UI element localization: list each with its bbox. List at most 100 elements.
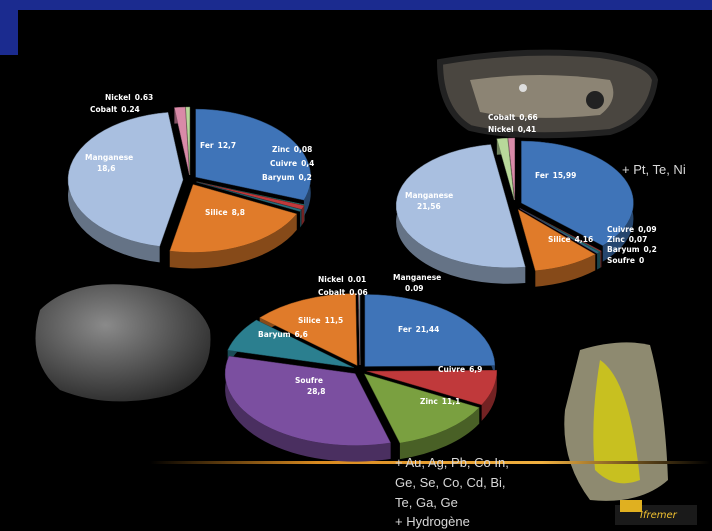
sulfide-image <box>593 360 640 484</box>
slice-name: Cobalt <box>318 288 346 297</box>
slice-label: Manganese 0.09 <box>393 273 441 293</box>
slice-value: 28,8 <box>307 387 326 396</box>
slice-label: Manganese 21,56 <box>405 191 453 211</box>
slice-name: Zinc <box>607 235 625 244</box>
slice-value: 0.06 <box>349 288 368 297</box>
slice-name: Cobalt <box>90 105 118 114</box>
slice <box>366 369 498 406</box>
border-top <box>0 0 712 10</box>
border-left <box>0 0 18 55</box>
slice-name: Manganese <box>85 153 133 162</box>
slice-label: Nickel 0,41 <box>488 125 536 134</box>
slice-name: Nickel <box>318 275 344 284</box>
slice-label: Cuivre 6,9 <box>438 365 482 374</box>
slice-side <box>169 213 297 269</box>
slice-value: 0,08 <box>294 145 313 154</box>
annotation: + Au, Ag, Pb, Co In, <box>395 455 509 470</box>
slice-label: Nickel 0.63 <box>105 93 153 102</box>
slice-side <box>301 205 305 226</box>
slice <box>496 137 515 201</box>
slice-name: Fer <box>398 325 412 334</box>
slice-name: Soufre <box>295 376 323 385</box>
slice-value: 12,7 <box>218 141 237 150</box>
slice-value: 8,8 <box>232 208 245 217</box>
slice <box>185 106 191 176</box>
slice <box>224 355 392 446</box>
slice-label: Baryum 6,6 <box>258 330 308 339</box>
slice-label: Silice 8,8 <box>205 208 245 217</box>
slice-value: 0.01 <box>348 275 367 284</box>
slice <box>519 208 600 254</box>
slice <box>259 293 358 366</box>
slice-label: Baryum 0,2 <box>262 173 312 182</box>
slice-label: Manganese 18,6 <box>85 153 133 173</box>
slice-value: 15,99 <box>553 171 577 180</box>
slice-name: Cuivre <box>438 365 465 374</box>
slice-value: 6,9 <box>469 365 482 374</box>
slice-value: 0,07 <box>629 235 648 244</box>
slice-label: Soufre 28,8 <box>295 376 326 396</box>
slice-label: Fer 21,44 <box>398 325 439 334</box>
crust-image <box>470 75 614 118</box>
slice-name: Nickel <box>488 125 514 134</box>
slice-name: Silice <box>205 208 228 217</box>
slice-label: Zinc 0,08 <box>272 145 312 154</box>
slice-side <box>225 356 391 462</box>
slice-value: 0.09 <box>405 284 424 293</box>
slice <box>521 140 634 246</box>
slice-value: 18,6 <box>97 164 116 173</box>
slice-label: Soufre 0 <box>607 256 644 265</box>
slice-name: Fer <box>200 141 214 150</box>
slice-value: 4,16 <box>575 235 594 244</box>
slice-label: Nickel 0.01 <box>318 275 366 284</box>
slice-label: Fer 15,99 <box>535 171 576 180</box>
logo: Ifremer <box>640 510 678 521</box>
slice <box>517 208 596 272</box>
annotation: Te, Ga, Ge <box>395 495 458 510</box>
slice <box>196 181 302 212</box>
slice-side <box>535 254 596 287</box>
slice-label: Zinc 0,07 <box>607 235 647 244</box>
slice-label: Cobalt 0,66 <box>488 113 538 122</box>
slice-value: 0.24 <box>121 105 140 114</box>
slice-name: Manganese <box>393 273 441 282</box>
slice-side <box>600 251 602 268</box>
slice <box>507 137 516 201</box>
slice-label: Cuivre 0,09 <box>607 225 657 234</box>
slice-side <box>396 144 526 284</box>
slice-value: 0,4 <box>301 159 314 168</box>
slice-side <box>597 252 600 270</box>
slice-name: Manganese <box>405 191 453 200</box>
slice-side <box>399 407 480 460</box>
slice-value: 21,44 <box>416 325 440 334</box>
slice-name: Cuivre <box>607 225 634 234</box>
slice-label: Baryum 0,2 <box>607 245 657 254</box>
slice-label: Cobalt 0.06 <box>318 288 368 297</box>
pie-1 <box>395 137 634 287</box>
slice-name: Cobalt <box>488 113 516 122</box>
slice-name: Fer <box>535 171 549 180</box>
slice-name: Baryum <box>262 173 295 182</box>
nodule-image <box>35 284 211 402</box>
slice-value: 0,09 <box>638 225 657 234</box>
divider <box>150 461 710 464</box>
slice-label: Silice 4,16 <box>548 235 593 244</box>
slice-value: 0.63 <box>135 93 154 102</box>
slice-value: 0,66 <box>519 113 538 122</box>
annotation: + Hydrogène <box>395 514 470 529</box>
slice-name: Baryum <box>607 245 640 254</box>
crust-image <box>519 84 527 92</box>
slice-value: 0,2 <box>299 173 312 182</box>
slice-name: Zinc <box>420 397 438 406</box>
slice <box>363 373 480 444</box>
slice-name: Silice <box>298 316 321 325</box>
slice <box>364 294 496 367</box>
slice-label: Cuivre 0,4 <box>270 159 314 168</box>
slice <box>519 208 598 254</box>
slice-label: Fer 12,7 <box>200 141 236 150</box>
annotation: + Pt, Te, Ni <box>622 162 686 177</box>
slice-name: Soufre <box>607 256 635 265</box>
slice-name: Zinc <box>272 145 290 154</box>
